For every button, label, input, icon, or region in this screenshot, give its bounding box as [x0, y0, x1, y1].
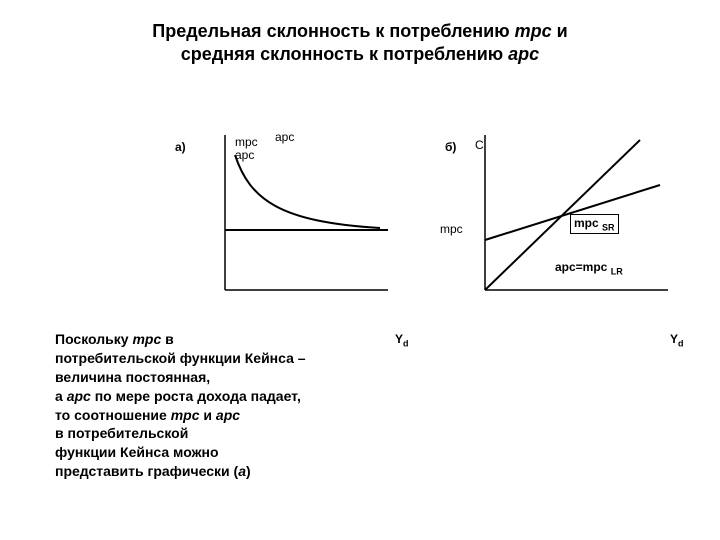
body-l8c: )	[246, 463, 251, 479]
title-line1-b: mрс	[515, 21, 552, 41]
body-l4a: а	[55, 388, 67, 404]
page: Предельная склонность к потреблению mрс …	[0, 0, 720, 540]
chart-a-xlabel-y: Y	[395, 332, 403, 346]
chart-a-apc-curve	[235, 155, 380, 228]
body-l1c: в	[161, 331, 174, 347]
body-l8a: представить графически (	[55, 463, 238, 479]
title-line2-b: арс	[508, 44, 539, 64]
chart-a-x-label: Yd	[395, 332, 409, 348]
body-l5c: и	[200, 407, 216, 423]
chart-a-ylabel-1: mрс	[235, 135, 258, 149]
body-paragraph: Поскольку mрс в потребительской функции …	[55, 330, 395, 481]
chart-b-sr-annot-sub: SR	[602, 222, 615, 232]
body-l7: функции Кейнса можно	[55, 444, 219, 460]
chart-b-sr-annot: mрс SR	[570, 214, 619, 234]
title-line2-a: средняя склонность к потреблению	[181, 44, 508, 64]
chart-a-xlabel-d: d	[403, 338, 409, 348]
chart-a-mpc-label: mрс	[440, 222, 463, 236]
body-l1a: Поскольку	[55, 331, 132, 347]
chart-a-apc-label: арс	[275, 130, 294, 144]
chart-b-xlabel-y: Y	[670, 332, 678, 346]
chart-b-lr-annot-sub: LR	[611, 266, 623, 276]
body-l4c: по мере роста дохода падает,	[91, 388, 301, 404]
chart-a-ylabel: mрс арс	[235, 136, 258, 162]
title-line1-a: Предельная склонность к потреблению	[152, 21, 514, 41]
body-l6: в потребительской	[55, 425, 188, 441]
title-line1-c: и	[552, 21, 568, 41]
body-l8b: а	[238, 463, 246, 479]
chart-a-label: а)	[175, 140, 186, 154]
chart-b-lr-annot-text: арс=mрс	[555, 260, 607, 274]
chart-b-ylabel: С	[475, 138, 484, 152]
body-l4b: арс	[67, 388, 91, 404]
body-l5d: арс	[216, 407, 240, 423]
chart-b-label: б)	[445, 140, 456, 154]
body-l2: потребительской функции Кейнса –	[55, 350, 306, 366]
chart-b-sr-annot-text: mрс	[574, 216, 599, 230]
chart-b-x-label: Yd	[670, 332, 684, 348]
body-l5a: то соотношение	[55, 407, 171, 423]
body-l1b: mрс	[132, 331, 161, 347]
chart-a-ylabel-2: арс	[235, 148, 254, 162]
chart-b-xlabel-d: d	[678, 338, 684, 348]
chart-b-lr-annot: арс=mрс LR	[555, 260, 623, 276]
page-title: Предельная склонность к потреблению mрс …	[0, 20, 720, 67]
body-l3: величина постоянная,	[55, 369, 210, 385]
body-l5b: mрс	[171, 407, 200, 423]
